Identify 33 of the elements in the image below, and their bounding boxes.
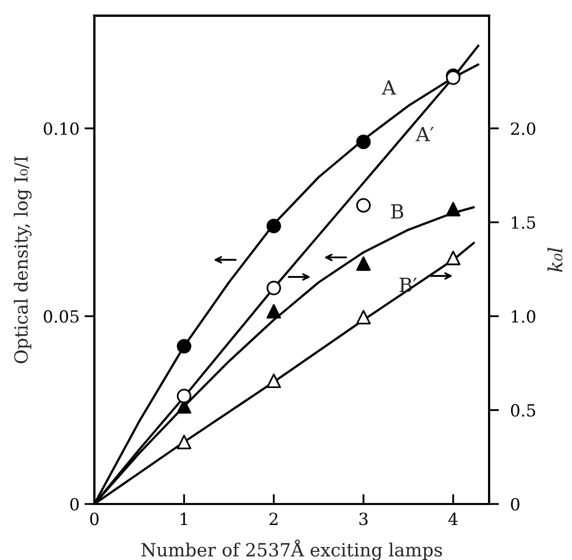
x-tick-label: 2	[270, 512, 278, 525]
y2-tick-label: 1.5	[512, 216, 536, 229]
y-axis-title: Optical density, log I₀/I	[14, 156, 32, 364]
point	[266, 374, 282, 388]
x-tick-label: 3	[359, 512, 368, 526]
y-tick-label: 0.10	[44, 122, 79, 135]
x-axis-title: Number of 2537Å exciting lamps	[141, 540, 442, 560]
y2-axis-title: k₀l	[548, 248, 562, 272]
point	[446, 250, 460, 266]
point	[266, 304, 282, 319]
point	[176, 338, 192, 354]
x-tick-label: 4	[448, 512, 458, 525]
point	[356, 256, 371, 271]
point	[176, 388, 192, 404]
point	[446, 202, 460, 216]
point	[356, 198, 371, 213]
legend-label: B′	[400, 278, 417, 292]
y2-tick-label: 2.0	[511, 122, 536, 135]
y2-tick-label: 0.5	[510, 404, 536, 417]
series-label: A	[382, 80, 396, 95]
y-tick-label: 0.05	[44, 310, 79, 323]
x-tick-label: 1	[180, 512, 188, 525]
point	[356, 310, 371, 324]
series-label: A′	[416, 126, 434, 142]
point	[266, 280, 282, 296]
y2-tick-label: 0	[510, 498, 520, 511]
y2-tick-label: 1.0	[512, 310, 536, 323]
y-tick-label: 0	[70, 498, 79, 511]
x-tick-label: 0	[90, 512, 99, 526]
point	[266, 218, 282, 234]
point	[176, 434, 192, 450]
series-label: B	[391, 204, 404, 218]
point	[356, 134, 371, 150]
